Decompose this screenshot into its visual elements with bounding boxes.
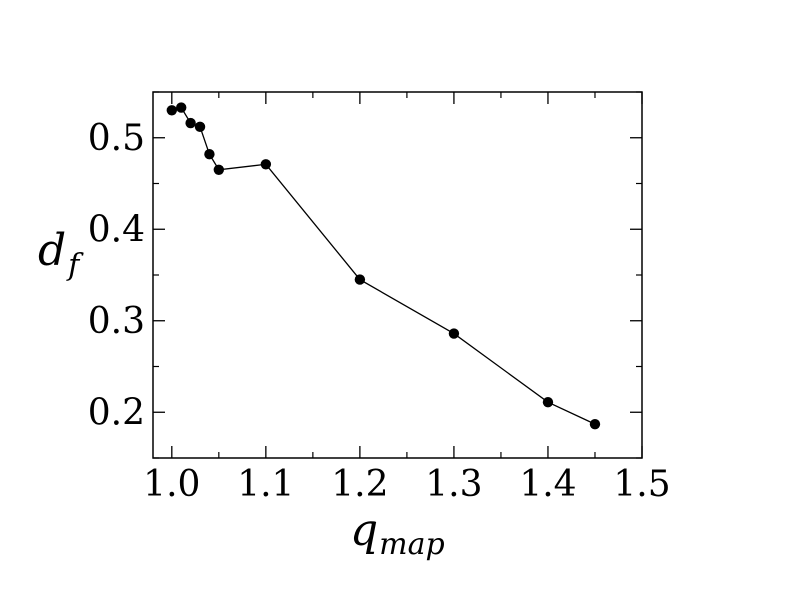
x-tick-label: 1.5 (613, 464, 670, 505)
data-point (204, 149, 215, 160)
data-point (166, 105, 178, 116)
data-point (354, 274, 366, 285)
data-point (176, 102, 187, 113)
plot-frame (152, 91, 643, 459)
y-axis-label: df (38, 225, 84, 283)
data-point (213, 164, 225, 175)
data-point (542, 396, 554, 408)
axis-ticks (153, 91, 643, 459)
x-tick-label: 1.2 (331, 464, 388, 505)
y-tick-label: 0.2 (88, 392, 145, 433)
series-line (171, 106, 596, 425)
data-point (448, 328, 460, 339)
x-tick-label: 1.0 (143, 464, 200, 505)
x-axis-label-main: q (350, 505, 378, 556)
series-polyline (171, 106, 596, 425)
data-point (185, 117, 196, 129)
y-axis-label-main: d (38, 225, 66, 276)
x-tick-label: 1.1 (237, 464, 294, 505)
x-tick-label: 1.4 (519, 464, 576, 505)
y-tick-label: 0.3 (88, 301, 145, 342)
y-axis-label-sub: f (66, 248, 84, 283)
axis-tick-labels: 1.0 1.1 1.2 1.3 1.4 1.5 0.2 0.3 0.4 0.5 (88, 118, 671, 505)
x-tick-label: 1.3 (425, 464, 482, 505)
x-axis-label: qmap (350, 505, 445, 562)
data-point (589, 418, 601, 430)
series-points (166, 102, 601, 430)
data-point (260, 159, 272, 170)
y-tick-label: 0.5 (88, 118, 145, 159)
x-axis-label-sub: map (379, 527, 445, 562)
data-point (194, 121, 206, 132)
y-tick-label: 0.4 (88, 209, 145, 250)
